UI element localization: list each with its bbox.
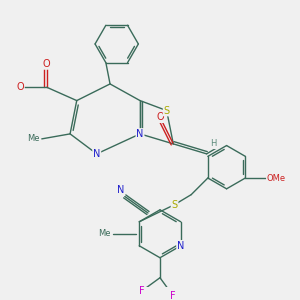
- Text: H: H: [210, 140, 217, 148]
- Text: O: O: [156, 112, 164, 122]
- Text: S: S: [172, 200, 178, 210]
- Text: N: N: [177, 241, 184, 251]
- Text: N: N: [117, 185, 124, 195]
- Text: O: O: [43, 59, 51, 69]
- Text: N: N: [93, 149, 100, 159]
- Text: Me: Me: [98, 229, 111, 238]
- Text: F: F: [170, 291, 176, 300]
- Text: O: O: [16, 82, 24, 92]
- Text: OMe: OMe: [267, 173, 286, 182]
- Text: S: S: [164, 106, 170, 116]
- Text: Me: Me: [28, 134, 40, 143]
- Text: N: N: [136, 129, 144, 139]
- Text: F: F: [139, 286, 145, 296]
